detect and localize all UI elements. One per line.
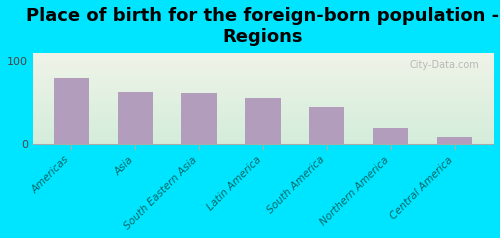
Bar bbox=[54, 78, 88, 144]
Text: City-Data.com: City-Data.com bbox=[410, 60, 479, 70]
Bar bbox=[246, 99, 280, 144]
Bar bbox=[373, 128, 408, 144]
Bar bbox=[310, 107, 344, 144]
Title: Place of birth for the foreign-born population -
Regions: Place of birth for the foreign-born popu… bbox=[26, 7, 500, 46]
Bar bbox=[437, 138, 472, 144]
Bar bbox=[118, 92, 152, 144]
Bar bbox=[182, 93, 216, 144]
